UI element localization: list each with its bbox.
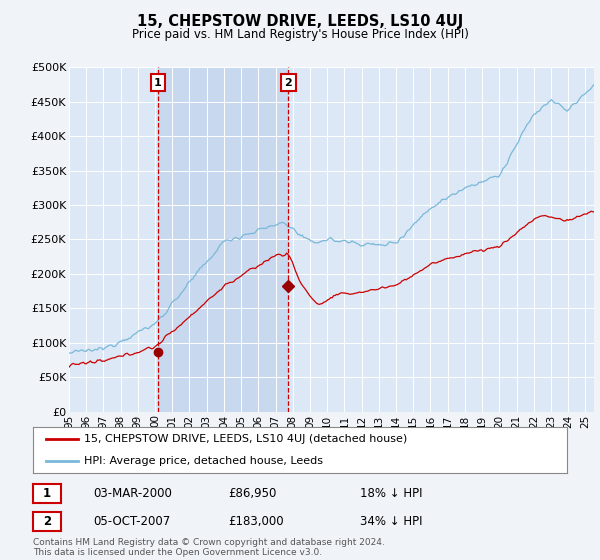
Text: 15, CHEPSTOW DRIVE, LEEDS, LS10 4UJ: 15, CHEPSTOW DRIVE, LEEDS, LS10 4UJ — [137, 14, 463, 29]
Text: 2: 2 — [43, 515, 51, 529]
Bar — [158, 67, 289, 412]
Text: £86,950: £86,950 — [228, 487, 277, 501]
Text: 15, CHEPSTOW DRIVE, LEEDS, LS10 4UJ (detached house): 15, CHEPSTOW DRIVE, LEEDS, LS10 4UJ (det… — [84, 434, 407, 444]
Text: 03-MAR-2000: 03-MAR-2000 — [93, 487, 172, 501]
Text: Contains HM Land Registry data © Crown copyright and database right 2024.
This d: Contains HM Land Registry data © Crown c… — [33, 538, 385, 557]
Text: 18% ↓ HPI: 18% ↓ HPI — [360, 487, 422, 501]
Text: 05-OCT-2007: 05-OCT-2007 — [93, 515, 170, 529]
Text: 2: 2 — [284, 78, 292, 88]
Text: 1: 1 — [154, 78, 162, 88]
Text: Price paid vs. HM Land Registry's House Price Index (HPI): Price paid vs. HM Land Registry's House … — [131, 28, 469, 41]
Text: HPI: Average price, detached house, Leeds: HPI: Average price, detached house, Leed… — [84, 456, 323, 466]
Text: 1: 1 — [43, 487, 51, 501]
Text: £183,000: £183,000 — [228, 515, 284, 529]
Text: 34% ↓ HPI: 34% ↓ HPI — [360, 515, 422, 529]
